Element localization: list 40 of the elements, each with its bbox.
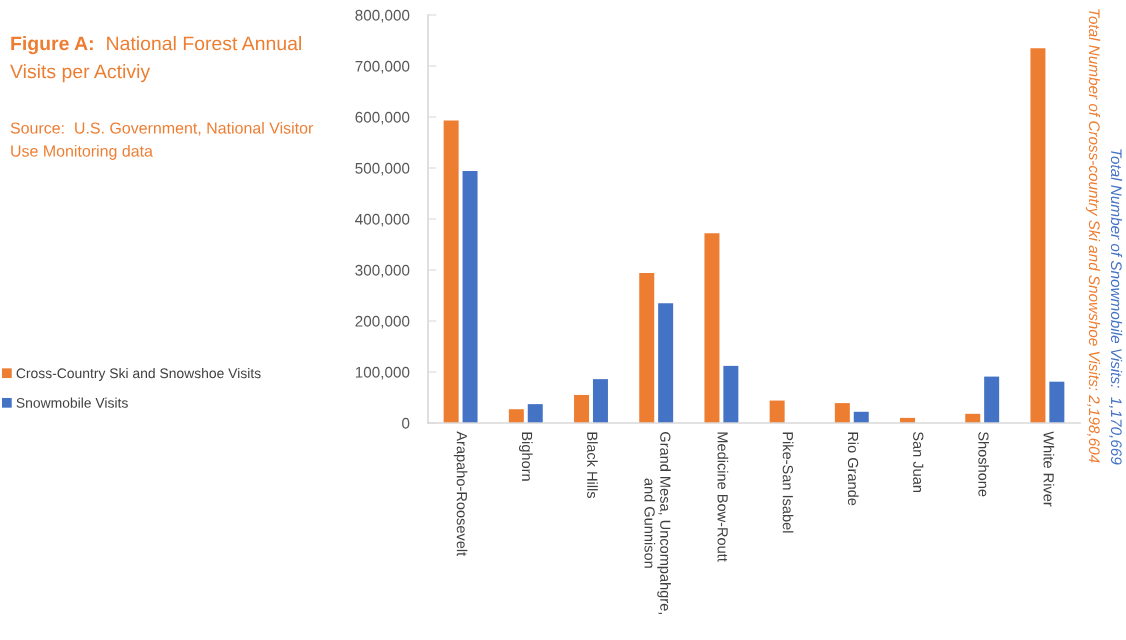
y-tick-label: 200,000 xyxy=(355,315,410,329)
bar xyxy=(1030,48,1046,423)
bar xyxy=(769,400,785,423)
x-tick-label: Grand Mesa, Uncompahgre, and Gunnison xyxy=(644,432,671,615)
bar xyxy=(639,273,655,423)
bar xyxy=(704,233,720,423)
bar xyxy=(443,120,459,423)
bar xyxy=(1049,381,1065,423)
x-tick-label: Rio Grande xyxy=(847,432,859,506)
text: Total Number of Snowmobile Visits: 1,170,669 xyxy=(1109,149,1123,465)
y-tick-label: 500,000 xyxy=(355,162,410,176)
x-tick-label: Black Hills xyxy=(587,432,598,499)
source-note: Source: U.S. Government, National Visitor Use Monitoring data xyxy=(10,122,314,160)
bar xyxy=(508,409,524,423)
y-tick-label: 800,000 xyxy=(355,9,410,23)
bar xyxy=(658,303,674,423)
bar xyxy=(527,404,543,423)
x-tick-label: San Juan xyxy=(913,432,924,493)
y-tick-label: 700,000 xyxy=(355,60,410,74)
legend-label: Snowmobile Visits xyxy=(16,397,128,408)
bar xyxy=(574,394,590,423)
y-tick-label: 0 xyxy=(402,417,410,429)
y-tick-label: 400,000 xyxy=(355,213,410,227)
x-tick-label: Medicine Bow-Routt xyxy=(717,432,729,562)
bar xyxy=(462,171,478,423)
text: Figure A: National Forest Annual Visits per Activiy xyxy=(10,36,301,83)
bar xyxy=(723,365,739,423)
y-tick-label: 600,000 xyxy=(355,111,410,125)
bar xyxy=(834,403,850,423)
bar xyxy=(592,379,608,423)
x-tick-label: Pike-San Isabel xyxy=(782,432,794,533)
text: Total Number of Cross-country Ski and Snowshoe Visits: 2,198,604 xyxy=(1085,9,1101,463)
y-tick-label: 300,000 xyxy=(355,264,410,278)
x-tick-label: Shoshone xyxy=(978,432,989,497)
y-tick-label: 100,000 xyxy=(355,366,410,380)
x-tick-label: White River xyxy=(1043,431,1055,507)
legend-label: Cross-Country Ski and Snowshoe Visits xyxy=(16,368,261,381)
x-tick-label: Bighorn xyxy=(519,432,533,481)
bar xyxy=(984,376,1000,423)
x-tick-label: Arapaho-Roosevelt xyxy=(453,431,468,557)
